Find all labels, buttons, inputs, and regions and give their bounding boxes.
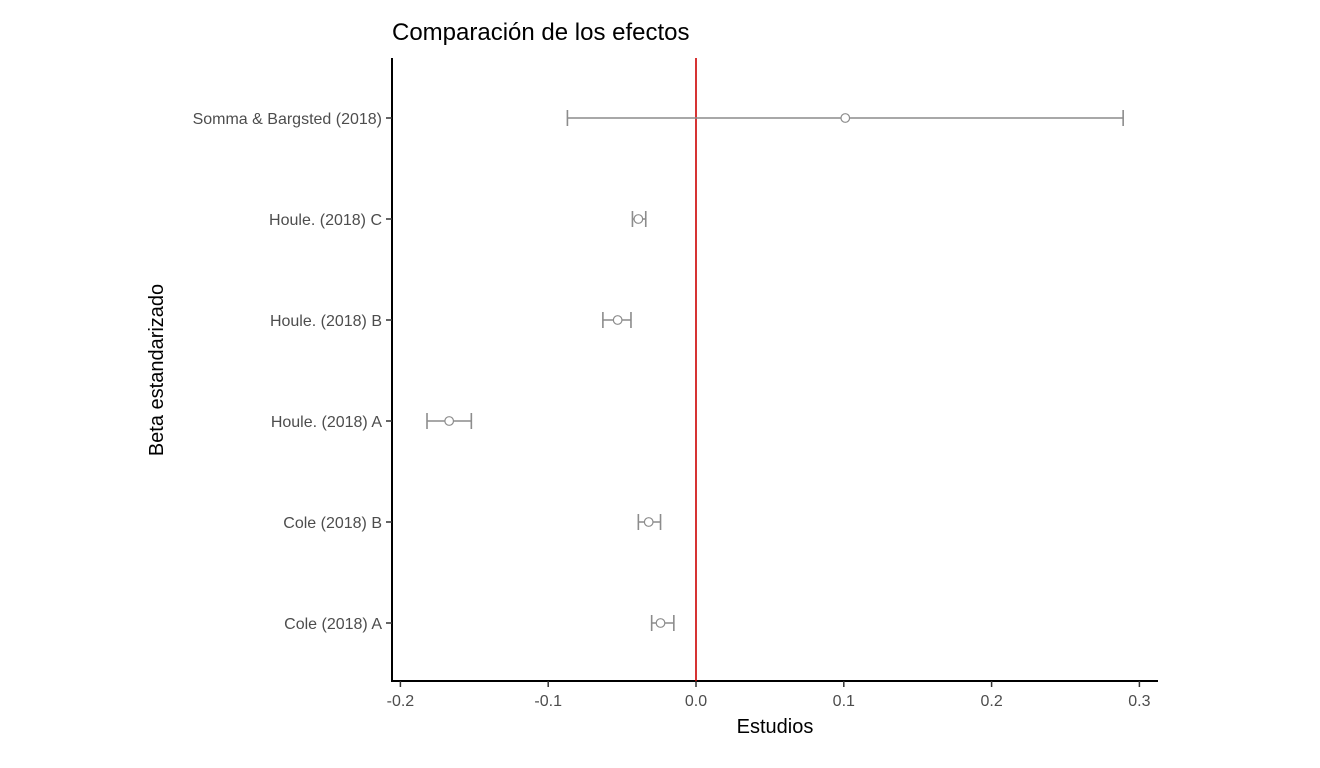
y-tick-label: Somma & Bargsted (2018) <box>193 111 382 128</box>
y-tick-label: Houle. (2018) B <box>270 313 382 330</box>
point-estimate <box>612 315 623 325</box>
point-estimate <box>633 214 644 224</box>
x-axis-title: Estudios <box>737 716 814 738</box>
x-tick-label: -0.1 <box>534 693 562 710</box>
x-tick-label: 0.0 <box>685 693 707 710</box>
point-estimate <box>840 113 851 123</box>
chart-title: Comparación de los efectos <box>392 19 690 46</box>
x-tick-label: -0.2 <box>387 693 415 710</box>
y-tick-label: Cole (2018) B <box>283 515 382 532</box>
y-axis-title: Beta estandarizado <box>146 284 168 456</box>
y-tick-label: Cole (2018) A <box>284 616 382 633</box>
point-estimate <box>444 416 455 426</box>
point-estimate <box>643 517 654 527</box>
y-tick-label: Houle. (2018) A <box>271 414 383 431</box>
x-tick-label: 0.2 <box>980 693 1002 710</box>
plot-area: -0.2 -0.1 0.0 0.1 0.2 0.3 Cole (2018) A Cole (2… <box>193 58 1158 710</box>
x-tick-label: 0.3 <box>1128 693 1150 710</box>
y-tick-label: Houle. (2018) C <box>269 212 382 229</box>
point-estimate <box>655 618 666 628</box>
x-tick-label: 0.1 <box>833 693 855 710</box>
